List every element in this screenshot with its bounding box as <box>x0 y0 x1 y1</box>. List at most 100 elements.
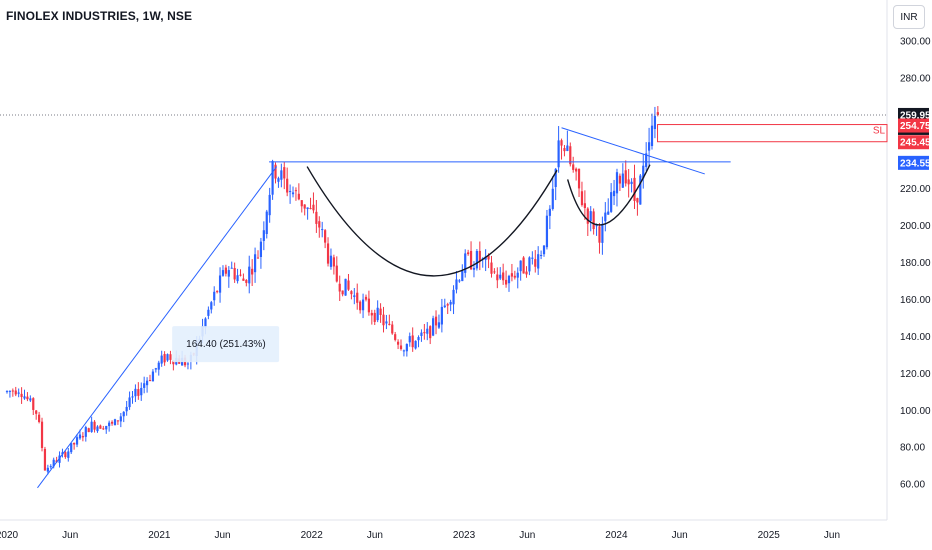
candle-body <box>467 252 470 255</box>
candle <box>110 420 114 426</box>
candle <box>131 391 134 404</box>
candle-body <box>227 270 230 277</box>
candle-body <box>542 245 546 255</box>
candle-body <box>478 250 481 262</box>
candle-body <box>586 208 589 224</box>
time-tick-label: Jun <box>519 530 535 541</box>
time-tick-label: 2022 <box>301 530 324 541</box>
candle-body <box>502 272 505 281</box>
stop-loss-box[interactable] <box>657 124 888 143</box>
candle <box>417 335 420 348</box>
candle-body <box>335 265 338 282</box>
candle <box>408 332 411 347</box>
candle <box>440 298 443 333</box>
candle <box>615 168 619 207</box>
candle <box>455 271 458 294</box>
candle-body <box>522 257 525 274</box>
candle <box>452 285 455 315</box>
candle <box>67 447 70 462</box>
rally-trendline[interactable] <box>37 166 278 489</box>
time-axis[interactable]: 2020 Jun 2021 Jun 2022 Jun 2023 Jun 2024 Jun 2025 J… <box>0 530 840 541</box>
candle <box>540 250 543 260</box>
candle <box>108 420 111 432</box>
candle <box>370 309 373 325</box>
candle-body <box>653 115 657 130</box>
time-tick-label: Jun <box>215 530 231 541</box>
candle-body <box>396 341 400 345</box>
candle-body <box>563 148 566 152</box>
candle-body <box>116 420 120 422</box>
candle <box>484 249 487 272</box>
candle <box>143 376 146 394</box>
candle <box>426 322 429 341</box>
candle-body <box>105 425 108 430</box>
candle-body <box>23 396 26 399</box>
candle-body <box>166 354 169 361</box>
candle-body <box>414 340 417 349</box>
currency-button[interactable]: INR <box>893 5 925 29</box>
handle-arc[interactable] <box>566 164 651 226</box>
candle-body <box>607 211 610 215</box>
candle-body <box>656 112 659 115</box>
candle-body <box>376 307 379 321</box>
time-tick-label: 2025 <box>758 530 781 541</box>
candle-body <box>528 257 531 272</box>
candle <box>598 223 601 254</box>
candle-body <box>90 421 93 432</box>
candle <box>499 267 502 281</box>
candle-body <box>385 321 388 324</box>
candle <box>504 270 508 288</box>
candle <box>315 199 318 233</box>
candle <box>639 174 642 205</box>
candle-body <box>519 260 522 272</box>
candle-body <box>455 279 458 290</box>
candle <box>116 420 120 425</box>
candle <box>265 209 268 239</box>
candle-body <box>64 452 67 458</box>
price-tick-label: 80.00 <box>900 443 925 454</box>
candle-body <box>221 270 225 276</box>
candle <box>376 300 379 323</box>
candle-body <box>84 427 87 437</box>
candle <box>248 255 251 294</box>
candle-body <box>332 257 335 267</box>
candle <box>630 178 633 193</box>
cup-arc[interactable] <box>306 166 558 277</box>
candle <box>113 418 117 426</box>
candle <box>210 300 213 314</box>
candle <box>309 197 312 210</box>
candle <box>344 278 347 296</box>
candle <box>157 360 160 376</box>
candle <box>399 339 403 351</box>
price-tick-label: 200.00 <box>900 221 931 232</box>
candle <box>268 187 271 223</box>
time-tick-label: 2024 <box>605 530 628 541</box>
measure-box[interactable] <box>172 326 280 363</box>
candle-body <box>464 253 467 273</box>
candle-body <box>639 175 642 205</box>
candle <box>145 377 149 393</box>
entry-price-label: 245.45 <box>900 138 931 149</box>
candle <box>621 163 624 188</box>
candle-body <box>472 267 476 270</box>
candle <box>592 208 595 235</box>
handle-trendline[interactable] <box>561 127 705 175</box>
candle-body <box>125 406 128 412</box>
candle-body <box>157 362 160 370</box>
candle-body <box>510 273 514 277</box>
candle-body <box>361 299 365 311</box>
candle <box>321 221 324 238</box>
candle-body <box>589 211 592 221</box>
candle <box>230 261 233 269</box>
candle-body <box>259 241 263 257</box>
candle-body <box>43 448 47 471</box>
candle <box>528 256 531 276</box>
price-axis[interactable]: 60.00 80.00 100.00 120.00 140.00 160.00 180.00… <box>900 37 931 491</box>
candle-body <box>239 274 242 276</box>
candle <box>283 161 286 190</box>
candle <box>432 315 435 337</box>
last-price-label-bg <box>898 107 929 122</box>
candle-body <box>242 278 245 281</box>
candle-body <box>108 422 111 427</box>
